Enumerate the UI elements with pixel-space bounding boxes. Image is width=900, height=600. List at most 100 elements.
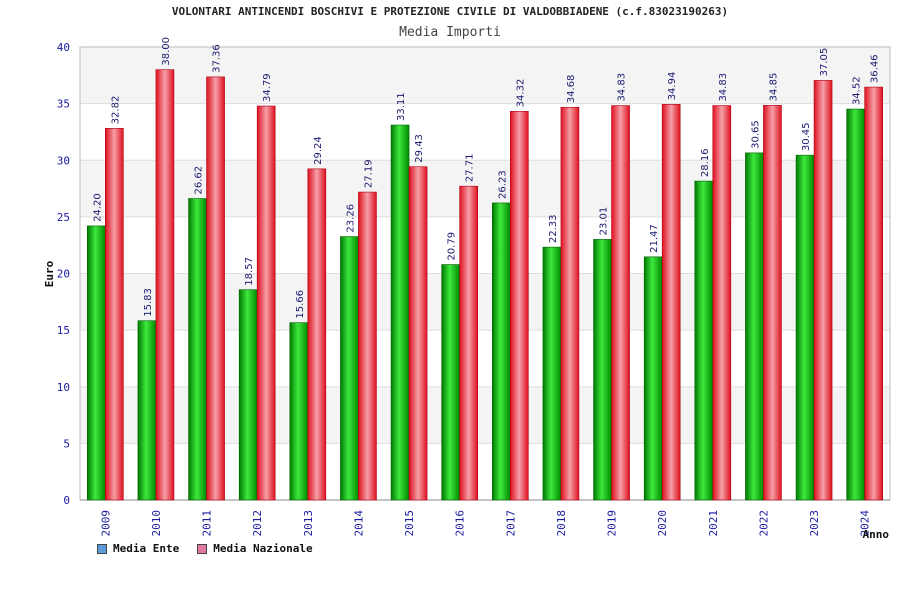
bar-media-ente-2012 xyxy=(238,289,258,501)
y-tick-label: 30 xyxy=(57,154,70,167)
y-tick-label: 0 xyxy=(63,494,70,507)
x-tick-label: 2020 xyxy=(656,510,669,537)
data-label: 15.66 xyxy=(295,290,306,319)
data-label: 34.83 xyxy=(617,73,628,102)
bar-media-ente-2017 xyxy=(492,202,511,501)
bar-media-ente-2020 xyxy=(643,256,663,501)
bar-media-nazionale-2016 xyxy=(459,185,478,501)
bar-media-nazionale-2015 xyxy=(408,166,428,501)
data-label: 33.11 xyxy=(396,92,407,121)
legend-item-media-ente: Media Ente xyxy=(97,542,179,555)
legend-swatch-media-nazionale xyxy=(197,543,208,554)
x-tick-label: 2021 xyxy=(707,510,720,537)
bar-media-nazionale-2009 xyxy=(105,128,124,501)
bar-media-nazionale-2014 xyxy=(358,191,377,501)
data-label: 26.62 xyxy=(194,166,205,195)
x-tick-label: 2013 xyxy=(302,510,315,537)
data-label: 34.32 xyxy=(515,79,526,108)
chart-title: VOLONTARI ANTINCENDI BOSCHIVI E PROTEZIO… xyxy=(171,5,729,18)
y-tick-label: 20 xyxy=(57,268,70,281)
data-label: 24.20 xyxy=(92,193,103,222)
data-label: 36.46 xyxy=(870,54,881,83)
x-tick-label: 2012 xyxy=(251,510,264,537)
x-tick-label: 2014 xyxy=(352,510,365,537)
x-tick-label: 2018 xyxy=(555,510,568,537)
x-tick-label: 2016 xyxy=(454,510,467,537)
data-label: 27.19 xyxy=(363,159,374,188)
bar-media-nazionale-2023 xyxy=(813,80,833,501)
y-tick-label: 35 xyxy=(57,98,70,111)
bar-media-nazionale-2018 xyxy=(560,106,580,501)
x-tick-label: 2017 xyxy=(504,510,517,537)
data-label: 34.94 xyxy=(667,72,678,101)
bar-media-ente-2014 xyxy=(340,236,359,501)
data-label: 32.82 xyxy=(110,96,121,125)
legend-label-media-nazionale: Media Nazionale xyxy=(213,542,313,555)
bar-media-ente-2021 xyxy=(694,180,714,501)
data-label: 29.43 xyxy=(414,134,425,163)
data-label: 37.05 xyxy=(819,48,830,77)
data-label: 29.24 xyxy=(313,136,324,165)
legend-swatch-media-ente xyxy=(97,543,107,554)
data-label: 34.79 xyxy=(262,73,273,102)
bar-media-nazionale-2020 xyxy=(661,104,681,501)
x-tick-label: 2023 xyxy=(808,510,821,537)
data-label: 37.36 xyxy=(212,44,223,73)
x-tick-label: 2010 xyxy=(150,510,163,537)
data-label: 23.01 xyxy=(599,207,610,236)
data-label: 18.57 xyxy=(244,257,255,286)
bar-media-nazionale-2012 xyxy=(256,105,276,501)
data-label: 30.65 xyxy=(750,120,761,149)
bar-media-ente-2009 xyxy=(87,225,106,501)
x-tick-label: 2024 xyxy=(859,510,872,537)
bar-media-ente-2015 xyxy=(390,124,410,501)
bar-media-ente-2018 xyxy=(542,246,562,501)
data-label: 34.85 xyxy=(768,73,779,102)
x-tick-label: 2011 xyxy=(201,510,214,537)
data-label: 22.33 xyxy=(548,214,559,243)
y-axis-label: Euro xyxy=(43,260,56,287)
data-label: 28.16 xyxy=(700,148,711,177)
x-tick-label: 2015 xyxy=(403,510,416,537)
y-tick-label: 5 xyxy=(63,437,70,450)
bar-media-nazionale-2013 xyxy=(307,168,327,501)
data-label: 34.52 xyxy=(852,76,863,105)
bar-media-ente-2023 xyxy=(795,154,815,501)
data-label: 21.47 xyxy=(649,224,660,253)
data-label: 26.23 xyxy=(497,170,508,199)
data-label: 38.00 xyxy=(161,37,172,66)
data-label: 27.71 xyxy=(465,154,476,183)
x-tick-label: 2019 xyxy=(606,510,619,537)
data-label: 15.83 xyxy=(143,288,154,317)
bar-media-nazionale-2017 xyxy=(510,111,529,501)
bar-media-ente-2011 xyxy=(188,198,207,501)
bar-media-nazionale-2024 xyxy=(864,86,883,501)
legend-label-media-ente: Media Ente xyxy=(113,542,180,555)
data-label: 34.83 xyxy=(718,73,729,102)
data-label: 23.26 xyxy=(345,204,356,233)
y-tick-label: 15 xyxy=(57,324,70,337)
x-tick-label: 2022 xyxy=(757,510,770,537)
data-label: 20.79 xyxy=(447,232,458,261)
bar-media-ente-2010 xyxy=(137,320,157,501)
bar-media-ente-2019 xyxy=(593,239,612,501)
bar-media-nazionale-2010 xyxy=(155,69,175,501)
bar-media-ente-2013 xyxy=(289,322,309,501)
y-tick-label: 10 xyxy=(57,381,70,394)
bar-media-nazionale-2022 xyxy=(763,105,782,501)
bar-media-ente-2024 xyxy=(846,108,865,501)
legend: Media Ente Media Nazionale xyxy=(97,542,313,555)
x-tick-label: 2009 xyxy=(99,510,112,537)
bar-media-ente-2016 xyxy=(441,264,460,501)
legend-item-media-nazionale: Media Nazionale xyxy=(197,542,313,555)
bar-media-ente-2022 xyxy=(745,152,764,501)
y-tick-label: 40 xyxy=(57,41,70,54)
chart-subtitle: Media Importi xyxy=(399,25,501,40)
bar-media-nazionale-2019 xyxy=(611,105,630,501)
data-label: 30.45 xyxy=(801,123,812,152)
data-label: 34.68 xyxy=(566,75,577,104)
x-axis-label: Anno xyxy=(863,528,890,541)
bar-media-nazionale-2021 xyxy=(712,105,732,501)
y-tick-label: 25 xyxy=(57,211,70,224)
